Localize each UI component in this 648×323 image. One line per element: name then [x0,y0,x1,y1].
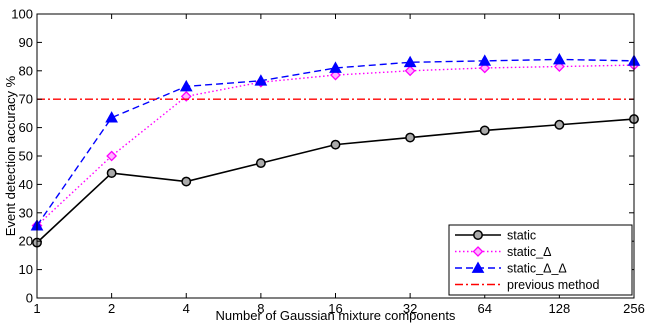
x-axis-title: Number of Gaussian mixture components [216,308,456,323]
data-point [553,52,566,65]
data-point [254,74,268,86]
legend-marker [472,246,484,257]
legend-label: static_Δ [507,245,551,259]
legend-label: static_Δ_Δ [507,262,567,276]
data-point [106,168,117,178]
data-point [330,139,341,150]
x-tick-label: 2 [108,301,115,316]
legend-label: previous method [507,278,599,292]
y-tick-label: 90 [19,35,33,50]
x-tick-label: 256 [623,301,645,316]
data-point [179,79,193,92]
x-tick-label: 32 [403,301,417,316]
y-axis-title: Event detection accuracy % [3,75,18,236]
x-tick-label: 1 [33,301,40,316]
series-layer [30,52,641,248]
legend: static static_Δ static_Δ_Δ previous method [448,224,633,296]
data-point [478,54,492,66]
data-point [106,150,118,162]
legend-marker [473,230,483,240]
y-tick-label: 80 [19,63,33,78]
y-tick-label: 100 [11,7,33,22]
y-tick-label: 40 [19,177,33,192]
data-point [403,55,417,68]
legend-label: static [507,229,536,243]
series-line [36,58,635,226]
data-point [255,158,266,169]
data-point [479,125,490,136]
series-0 [32,114,639,248]
y-tick-label: 20 [19,234,33,249]
data-point [404,65,416,77]
x-tick-label: 8 [257,301,264,316]
data-point [105,111,118,123]
y-tick-label: 60 [19,120,33,135]
legend-marker [471,261,485,273]
data-point [329,61,342,73]
y-tick-label: 0 [26,291,33,306]
series-2 [30,52,641,231]
x-tick-label: 128 [549,301,571,316]
y-tick-label: 50 [19,149,33,164]
y-tick-label: 30 [19,205,33,220]
x-tick-label: 16 [328,301,342,316]
y-tick-label: 70 [19,92,33,107]
data-point [181,176,192,187]
y-tick-label: 10 [19,262,33,277]
data-point [405,132,416,143]
data-point [554,119,565,130]
x-tick-label: 4 [183,301,190,316]
x-tick-label: 64 [478,301,492,316]
